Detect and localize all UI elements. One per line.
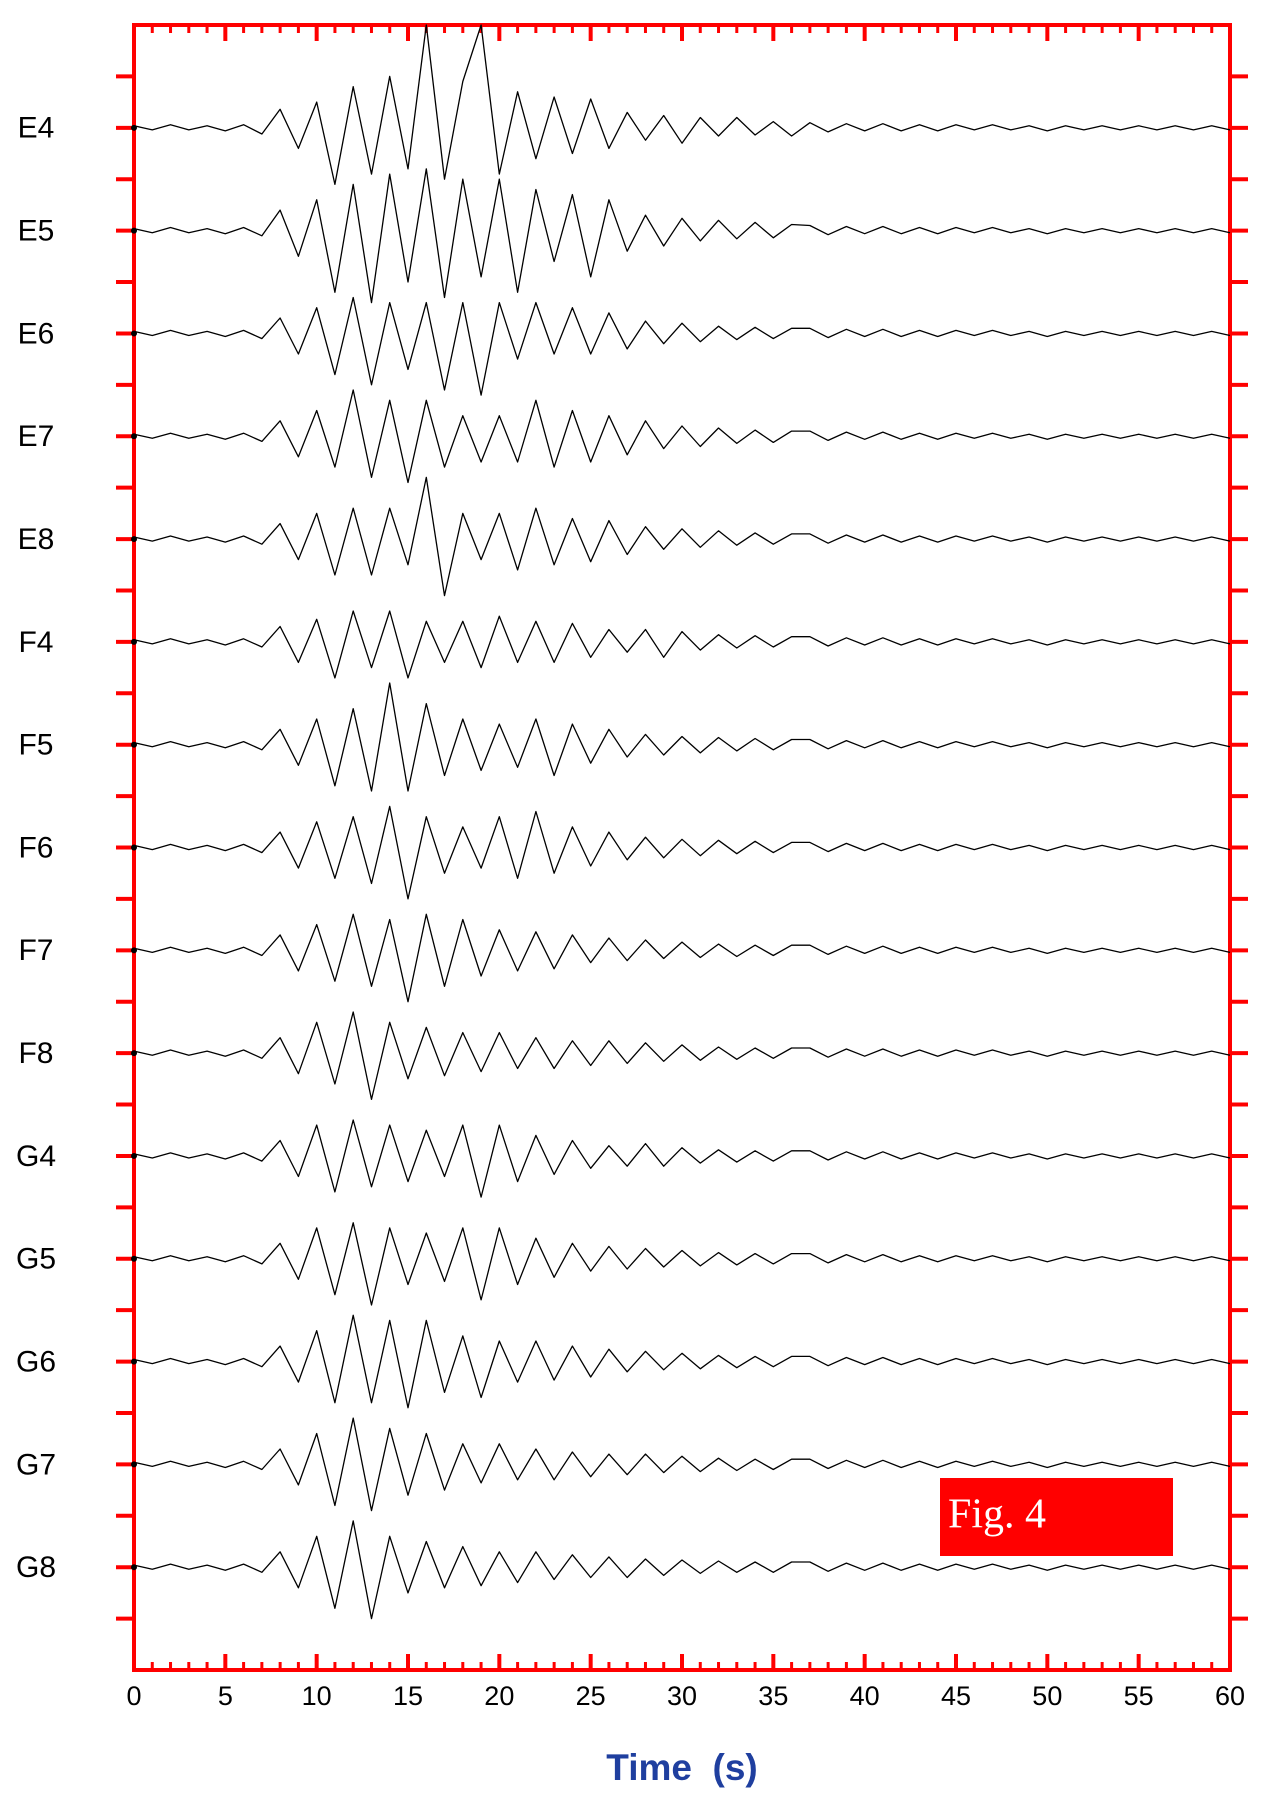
x-tick-label: 55 bbox=[1124, 1681, 1154, 1711]
trace-label: G7 bbox=[16, 1448, 56, 1481]
trace-origin bbox=[131, 1152, 137, 1159]
trace-label: F6 bbox=[18, 831, 53, 864]
trace-origin bbox=[131, 1255, 137, 1262]
x-tick-label: 35 bbox=[758, 1681, 788, 1711]
trace-label: E5 bbox=[18, 215, 55, 248]
trace-label: E8 bbox=[18, 523, 55, 556]
trace-label: F7 bbox=[18, 934, 53, 967]
waveform bbox=[133, 168, 1231, 304]
trace-label: G5 bbox=[16, 1243, 56, 1276]
x-tick-label: 40 bbox=[850, 1681, 880, 1711]
waveform bbox=[133, 1222, 1231, 1306]
trace-label: F5 bbox=[18, 729, 53, 762]
x-axis-label: Time (s) bbox=[606, 1747, 757, 1788]
trace-origin bbox=[131, 1358, 137, 1365]
x-tick-label: 45 bbox=[941, 1681, 971, 1711]
x-tick-label: 60 bbox=[1215, 1681, 1245, 1711]
trace-label: F8 bbox=[18, 1037, 53, 1070]
plot-frame bbox=[132, 23, 1232, 1672]
x-tick-label: 30 bbox=[667, 1681, 697, 1711]
waveform bbox=[133, 610, 1231, 679]
waveform bbox=[133, 476, 1231, 597]
trace-origin bbox=[131, 741, 137, 748]
x-tick-label: 10 bbox=[302, 1681, 332, 1711]
x-tick-label: 50 bbox=[1032, 1681, 1062, 1711]
waveform bbox=[133, 805, 1231, 900]
trace-origin bbox=[131, 638, 137, 645]
trace-origin bbox=[131, 947, 137, 954]
waveform bbox=[133, 1011, 1231, 1101]
x-tick-label: 5 bbox=[218, 1681, 233, 1711]
trace-origin bbox=[131, 536, 137, 543]
trace-origin bbox=[131, 227, 137, 234]
waveform bbox=[133, 24, 1231, 186]
waveform bbox=[133, 682, 1231, 792]
trace-origin bbox=[131, 330, 137, 337]
x-tick-label: 25 bbox=[576, 1681, 606, 1711]
annotation: Fig. 4 bbox=[948, 1492, 1046, 1538]
trace-origin bbox=[131, 844, 137, 851]
trace-origin bbox=[131, 1461, 137, 1468]
trace-label: G6 bbox=[16, 1345, 56, 1378]
trace-label: F4 bbox=[18, 626, 53, 659]
trace-label: E7 bbox=[18, 420, 55, 453]
waveform bbox=[133, 1417, 1231, 1512]
trace-label: G4 bbox=[16, 1140, 56, 1173]
waveform bbox=[133, 389, 1231, 484]
x-tick-label: 15 bbox=[393, 1681, 423, 1711]
trace-origin bbox=[131, 1050, 137, 1057]
trace-label: E6 bbox=[18, 317, 55, 350]
x-tick-label: 0 bbox=[126, 1681, 141, 1711]
trace-label: G8 bbox=[16, 1551, 56, 1584]
waveform bbox=[133, 1314, 1231, 1409]
annotation-box bbox=[940, 1478, 1173, 1556]
waveform bbox=[133, 1520, 1231, 1620]
waveform bbox=[133, 296, 1231, 396]
x-tick-label: 20 bbox=[484, 1681, 514, 1711]
trace-label: E4 bbox=[18, 112, 55, 145]
waveform bbox=[133, 913, 1231, 1003]
trace-origin bbox=[131, 124, 137, 131]
trace-origin bbox=[131, 1564, 137, 1571]
trace-origin bbox=[131, 433, 137, 440]
waveform bbox=[133, 1119, 1231, 1198]
